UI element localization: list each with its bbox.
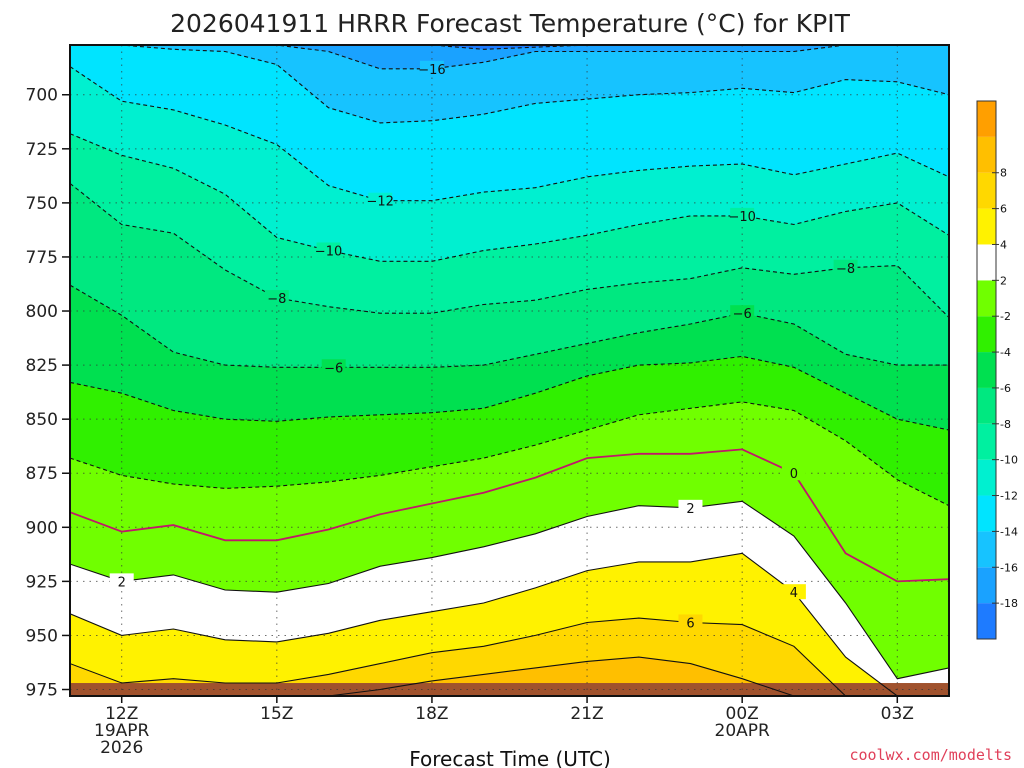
contour-line-0: [70, 448, 949, 583]
contour-label-bg: [109, 573, 134, 589]
contour-line--16: [70, 45, 949, 70]
contour-line-4: [70, 552, 949, 696]
colorbar-segment-6: [977, 387, 996, 424]
colorbar-label-6: -6: [1000, 382, 1011, 395]
contour-line--2: [70, 401, 949, 507]
colorbar-segment-10: [977, 244, 996, 281]
colorbar: -18 -16 -14 -12 -10 -8 -6 -4 -2 2 4 6 8: [976, 100, 1018, 640]
colorbar-label-11: 6: [1000, 203, 1007, 216]
x-tick-label-1-1: 19APR: [94, 721, 150, 741]
x-tick-label-13-1: 20APR: [715, 721, 771, 741]
contour-label-10: 2: [686, 502, 694, 517]
contour-label-8: 0: [790, 467, 798, 482]
contour-label-bg: [730, 305, 755, 321]
colorbar-label-0: -18: [1000, 597, 1018, 610]
contour-lines: [70, 45, 949, 696]
contour-label-bg: [678, 499, 703, 515]
x-axis-label: Forecast Time (UTC): [409, 747, 611, 768]
contour-label-12: 6: [686, 616, 694, 631]
contour-label-5: −8: [267, 292, 286, 307]
y-tick-label-800: 800: [26, 302, 58, 322]
colorbar-label-10: 4: [1000, 238, 1007, 251]
colorbar-segment-3: [977, 495, 996, 532]
contour-label-7: −6: [733, 307, 752, 322]
colorbar-label-8: -2: [1000, 310, 1011, 323]
contour-label-11: 4: [790, 586, 798, 601]
colorbar-segment-2: [977, 531, 996, 568]
plot-frame: [69, 44, 950, 697]
colorbar-segment-9: [977, 280, 996, 317]
x-tick-label-1-0: 12Z: [105, 704, 138, 724]
contour-label-bg: [264, 290, 289, 306]
contour-line-8: [70, 656, 949, 696]
contour-label-bg: [316, 242, 341, 258]
y-tick-label-975: 975: [26, 681, 58, 701]
x-tick-label-7-0: 18Z: [415, 704, 448, 724]
contour-line-6: [70, 617, 949, 696]
y-axis-ticks: 700 725 750 775 800 825 850 875 900 925 950 975: [26, 86, 70, 701]
credit-text[interactable]: coolwx.com/modelts: [849, 746, 1012, 764]
chart-title: 2026041911 HRRR Forecast Temperature (°C…: [170, 9, 850, 38]
colorbar-segment-8: [977, 316, 996, 353]
contour-label-4: −8: [836, 262, 855, 277]
contour-label-6: −6: [324, 361, 343, 376]
surface-strip: [70, 683, 949, 696]
x-tick-label-16-0: 03Z: [881, 704, 914, 724]
colorbar-label-4: -10: [1000, 454, 1018, 467]
y-tick-label-700: 700: [26, 86, 58, 106]
contour-label-3: −10: [728, 210, 755, 225]
temperature-fill-layers: [70, 45, 949, 696]
contour-label-bg: [781, 584, 806, 600]
x-tick-label-4-0: 15Z: [260, 704, 293, 724]
colorbar-segment-0: [977, 603, 996, 639]
contour-line--8: [70, 182, 949, 318]
x-tick-label-10-0: 21Z: [570, 704, 603, 724]
colorbar-label-7: -4: [1000, 346, 1011, 359]
contour-label-bg: [678, 614, 703, 630]
colorbar-segment-14: [977, 101, 996, 137]
contour-label-bg: [368, 192, 393, 208]
colorbar-label-12: 8: [1000, 167, 1007, 180]
colorbar-label-1: -16: [1000, 561, 1018, 574]
contour-label-bg: [321, 359, 346, 375]
colorbar-segment-5: [977, 423, 996, 460]
colorbar-segment-4: [977, 459, 996, 496]
colorbar-segment-1: [977, 567, 996, 604]
contour-label-9: 2: [118, 575, 126, 590]
colorbar-label-3: -12: [1000, 490, 1018, 503]
y-tick-label-775: 775: [26, 248, 58, 268]
contour-label-bg: [730, 207, 755, 223]
colorbar-segment-7: [977, 352, 996, 388]
y-tick-label-750: 750: [26, 194, 58, 214]
contour-label-bg: [833, 259, 858, 275]
x-tick-label-1-2: 2026: [100, 738, 143, 758]
contour-label-0: −16: [418, 63, 445, 78]
grid-lines: [70, 45, 949, 696]
contour-label-bg: [419, 60, 444, 76]
colorbar-frame: [976, 100, 997, 640]
y-tick-label-875: 875: [26, 464, 58, 484]
y-tick-label-925: 925: [26, 572, 58, 592]
colorbar-label-5: -8: [1000, 418, 1011, 431]
y-tick-label-950: 950: [26, 626, 58, 646]
contour-label-2: −10: [315, 244, 342, 259]
colorbar-segment-11: [977, 208, 996, 245]
x-tick-label-13-0: 00Z: [726, 704, 759, 724]
y-tick-label-725: 725: [26, 140, 58, 160]
y-tick-label-825: 825: [26, 356, 58, 376]
contour-line--10: [70, 133, 949, 262]
contour-label-1: −12: [367, 195, 394, 210]
y-tick-label-850: 850: [26, 410, 58, 430]
colorbar-segment-12: [977, 172, 996, 209]
colorbar-label-2: -14: [1000, 525, 1018, 538]
contour-label-bg: [781, 465, 806, 481]
contour-line-2: [70, 500, 949, 680]
contour-labels: −16 −12 −10 −10 −8 −8 −6 −6 0 2 2 4 6: [109, 60, 858, 631]
colorbar-label-9: 2: [1000, 274, 1007, 287]
y-tick-label-900: 900: [26, 518, 58, 538]
colorbar-segment-13: [977, 136, 996, 173]
